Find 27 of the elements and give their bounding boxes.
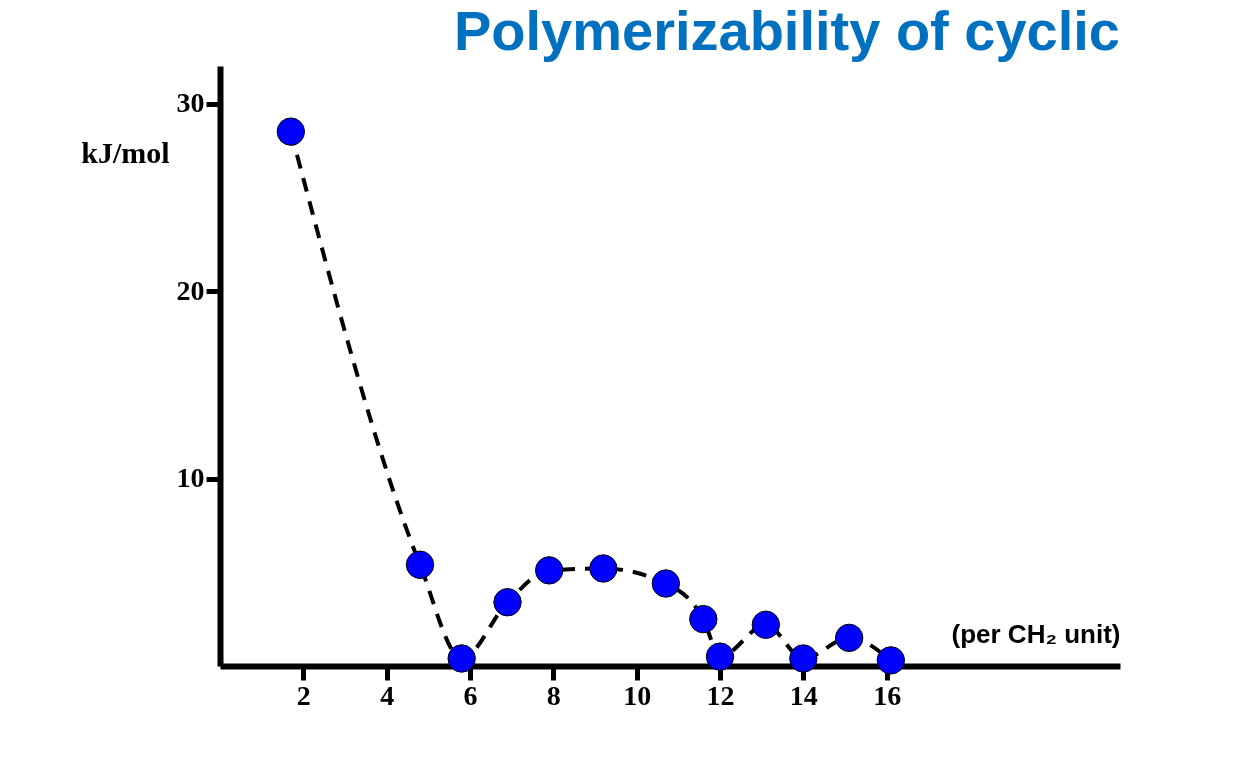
y-axis-title: kJ/mol bbox=[81, 135, 170, 169]
y-tick-label: 30 bbox=[176, 87, 205, 118]
point bbox=[447, 644, 476, 673]
x-axis-title: (per CH₂ unit) bbox=[951, 618, 1121, 649]
x-tick-label: 14 bbox=[789, 679, 818, 711]
x-tick-label: 12 bbox=[706, 679, 735, 711]
point bbox=[405, 550, 435, 579]
point bbox=[534, 556, 564, 585]
y-tick-label: 10 bbox=[176, 462, 205, 493]
point bbox=[834, 623, 864, 653]
x-tick-label: 4 bbox=[380, 679, 395, 711]
x-tick-label: 6 bbox=[463, 679, 478, 711]
point bbox=[589, 554, 618, 583]
y-tick-label: 20 bbox=[176, 274, 205, 306]
point bbox=[276, 117, 306, 146]
x-tick-label: 16 bbox=[873, 679, 902, 711]
x-tick-label: 10 bbox=[623, 679, 652, 711]
x-tick-label: 2 bbox=[296, 679, 311, 711]
x-tick-label: 8 bbox=[546, 679, 561, 711]
point bbox=[493, 588, 522, 617]
point bbox=[876, 646, 906, 675]
chart-title: Polymerizability of cyclic bbox=[453, 0, 1120, 62]
point bbox=[689, 604, 718, 634]
point bbox=[651, 569, 681, 598]
point bbox=[789, 644, 818, 673]
point bbox=[751, 610, 781, 639]
point bbox=[705, 642, 735, 671]
